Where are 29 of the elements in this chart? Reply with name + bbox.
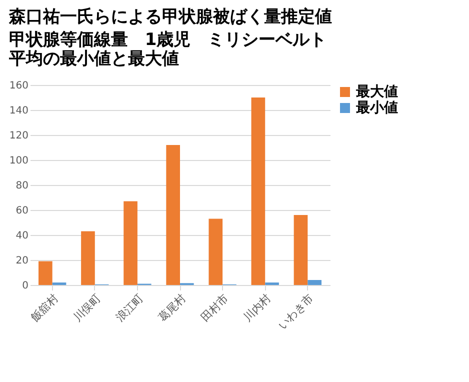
chart-title: 森口祐一氏らによる甲状腺被ばく量推定値 [8, 7, 332, 27]
x-tick-label: 浪江町 [113, 292, 146, 324]
x-tick-label: いわき市 [276, 292, 316, 332]
text: 平均の最小値と最大値 [8, 49, 179, 69]
y-tick-label: 20 [16, 256, 28, 266]
y-tick-label: 80 [16, 180, 28, 192]
y-tick-label: 100 [9, 156, 28, 166]
x-tick-label: 飯舘村 [28, 292, 61, 324]
bar [208, 218, 223, 285]
x-tick-label: 田村市 [198, 292, 232, 324]
legend-label: 最小値 [355, 100, 398, 116]
bar [124, 201, 138, 285]
x-tick-label: 葛尾村 [156, 292, 188, 324]
y-tick-label: 160 [9, 80, 28, 92]
bar [166, 145, 180, 285]
legend-label: 最大値 [355, 84, 398, 100]
chart-subtitle: 甲状腺等価線量 1歳児 ミリシーベルト [8, 30, 327, 50]
x-tick-label: 川内村 [241, 292, 274, 324]
y-tick-label: 40 [16, 230, 28, 242]
bar [294, 215, 308, 285]
y-tick-label: 0 [22, 280, 28, 292]
bar [38, 261, 52, 285]
y-tick-label: 60 [16, 206, 28, 216]
bar [251, 98, 266, 285]
bar [81, 231, 95, 285]
bar [308, 280, 322, 285]
y-tick-label: 120 [9, 130, 28, 142]
y-tick-label: 140 [9, 106, 28, 116]
x-tick-label: 川俣町 [70, 292, 104, 324]
